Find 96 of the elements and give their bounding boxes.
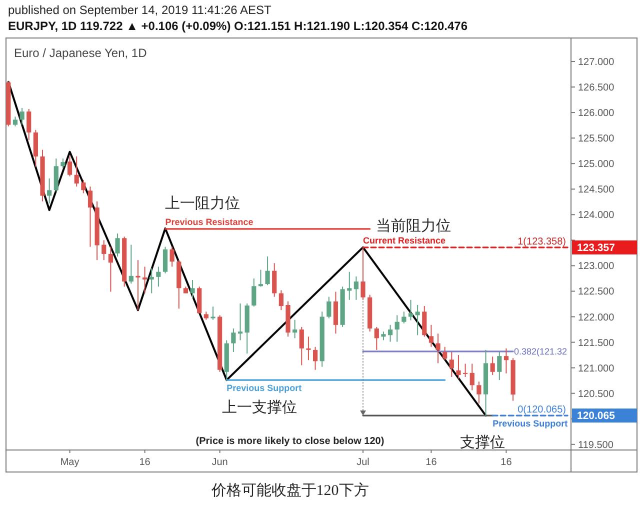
annotation: 上一支撑位: [222, 399, 297, 416]
candlestick: [306, 336, 311, 361]
candlestick: [54, 158, 58, 192]
candlestick: [12, 116, 18, 127]
candlestick: [26, 108, 32, 141]
candlestick: [422, 306, 427, 338]
y-tick-label: 121.500: [578, 338, 615, 349]
candlestick: [394, 314, 400, 342]
series-label: Previous Support: [492, 418, 568, 429]
candlestick: [170, 246, 174, 268]
candlestick: [115, 233, 120, 258]
y-tick-label: 126.000: [578, 108, 615, 120]
candlestick: [436, 333, 440, 364]
candlestick: [265, 256, 270, 286]
candlestick: [128, 244, 134, 284]
text: published on September 14, 2019 11:41:26 AEST: [8, 3, 272, 17]
candlestick: [463, 363, 468, 378]
annotation: 1(123.358): [518, 236, 566, 248]
x-tick-label: 16: [426, 457, 438, 468]
candlestick: [47, 178, 52, 204]
candlestick: [272, 262, 277, 298]
candlestick: [60, 158, 66, 169]
x-tick-label: May: [60, 457, 80, 468]
annotation: (Price is more likely to close below 120): [196, 436, 384, 447]
candlestick: [360, 248, 366, 300]
annotation: 上一阻力位: [165, 195, 240, 212]
series-label: Current Resistance: [363, 235, 446, 246]
candlestick: [162, 246, 168, 274]
candlestick: [149, 268, 154, 294]
candlestick: [456, 354, 461, 380]
series-label: Previous Resistance: [165, 216, 254, 227]
y-tick-label: 122.500: [578, 286, 615, 298]
text: 120.065: [577, 410, 616, 422]
candlestick: [20, 107, 24, 126]
annotation: 0(120.065): [518, 404, 566, 416]
candlestick: [190, 279, 195, 299]
y-tick-label: 121.000: [578, 363, 615, 374]
y-tick-label: 127.000: [578, 56, 615, 68]
candlestick: [354, 276, 358, 300]
y-tick-label: 123.000: [578, 261, 615, 272]
candlestick: [442, 346, 448, 361]
series-label: Previous Support: [226, 383, 302, 394]
x-tick-label: Jul: [356, 457, 370, 468]
candlestick: [497, 351, 502, 381]
candlestick: [210, 306, 216, 320]
candlestick: [67, 156, 72, 177]
chart-subtitle: EURJPY, 1D 119.722 ▲ +0.106 (+0.09%) O:121.151 H:121.190 L:120.354 C:120.476: [8, 19, 468, 33]
candlestick: [238, 302, 243, 341]
candlestick: [258, 269, 264, 288]
candlestick: [81, 179, 86, 194]
candlestick: [299, 326, 304, 366]
y-tick-label: 124.500: [578, 184, 615, 196]
candlestick: [142, 266, 148, 294]
candlestick: [292, 319, 298, 339]
candlestick: [428, 324, 434, 348]
candlestick: [326, 296, 332, 319]
candlestick: [333, 291, 338, 334]
candlestick: [278, 290, 284, 311]
candlestick: [231, 328, 236, 352]
y-tick-label: 119.500: [578, 440, 614, 451]
y-tick-label: 122.000: [578, 312, 615, 324]
annotation: 0.382(121.32: [514, 346, 568, 356]
y-tick-label: 126.500: [578, 82, 615, 94]
candlestick: [402, 311, 406, 324]
candlestick: [108, 246, 113, 292]
x-tick-label: Jun: [212, 457, 228, 468]
candlestick: [374, 326, 379, 350]
text: 123.357: [577, 242, 616, 254]
text: 价格可能收盘于120下方: [210, 482, 369, 499]
x-tick-label: 16: [500, 457, 512, 468]
candlestick: [252, 278, 256, 308]
candlestick: [408, 299, 414, 321]
candlestick: [33, 129, 38, 168]
candlestick: [476, 381, 482, 404]
candlestick: [470, 363, 474, 391]
candlestick: [449, 351, 454, 378]
y-tick-label: 125.500: [578, 134, 615, 145]
candlestick: [102, 240, 106, 261]
x-tick-label: 16: [139, 457, 151, 468]
y-tick-label: 124.000: [578, 210, 615, 222]
candlestick: [156, 266, 161, 288]
candlestick: [136, 260, 140, 311]
candlestick: [415, 304, 420, 336]
candlestick: [347, 271, 352, 300]
candlestick: [88, 186, 93, 248]
text: Euro / Japanese Yen, 1D: [14, 46, 148, 60]
candlestick: [490, 356, 495, 376]
y-tick-label: 120.500: [578, 388, 615, 400]
annotation: 支撑位: [460, 434, 505, 451]
line-series: [7, 80, 487, 417]
y-tick-label: 125.000: [578, 159, 615, 170]
candlestick: [74, 156, 79, 188]
candlestick: [388, 324, 393, 342]
candlestick: [504, 348, 509, 374]
candlestick: [312, 346, 318, 370]
annotation: 当前阻力位: [376, 217, 451, 234]
